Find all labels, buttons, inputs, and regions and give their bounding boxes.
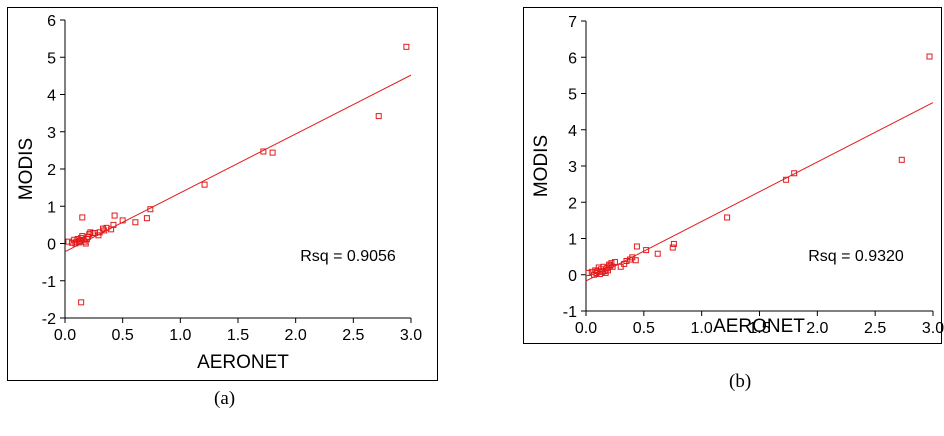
x-tick-label: 3.0 [400, 327, 422, 344]
data-point [269, 149, 276, 156]
data-point [670, 240, 677, 247]
y-axis-label: MODIS [531, 135, 552, 197]
data-point [82, 240, 89, 247]
y-tick-label: 5 [568, 87, 577, 104]
data-point [608, 260, 615, 267]
data-point [898, 156, 905, 163]
data-point [132, 219, 139, 226]
data-point [724, 214, 731, 221]
x-axis-label: AERONET [197, 352, 289, 373]
y-tick-label: 4 [568, 123, 577, 140]
y-tick-label: 1 [47, 199, 56, 216]
x-tick-label: 0.0 [54, 327, 76, 344]
data-point [78, 299, 85, 306]
y-tick-label: 2 [47, 162, 56, 179]
scatter-plot-b: 0.0 0.5 1.0 1.5 2.0 2.5 3.0 -1 0 1 2 3 4 5 6 7 AERONET MO… [531, 14, 944, 337]
scatter-plot-a: 0.0 0.5 1.0 1.5 2.0 2.5 3.0 -2 -1 0 1 2 3 4 5 6 AERONET M… [16, 13, 422, 373]
x-axis-label: AERONET [713, 316, 805, 337]
x-tick-label: 1.0 [691, 320, 713, 337]
x-tick-label: 2.0 [806, 320, 828, 337]
x-tick-label: 0.5 [633, 320, 655, 337]
caption-b: (b) [729, 371, 752, 392]
y-tick-label: 3 [47, 125, 56, 142]
data-point [260, 148, 267, 155]
rsq-annotation: Rsq = 0.9320 [808, 248, 904, 265]
y-tick-label: 4 [47, 88, 56, 105]
x-tick-label: 1.5 [227, 327, 249, 344]
data-point [643, 247, 650, 254]
data-point [147, 206, 154, 213]
data-point [791, 170, 798, 177]
x-tick-label: 3.0 [922, 320, 944, 337]
chart-panel-b: 0.0 0.5 1.0 1.5 2.0 2.5 3.0 -1 0 1 2 3 4 5 6 7 AERONET MO… [523, 7, 944, 344]
data-point [585, 269, 592, 276]
data-point [633, 243, 640, 250]
data-point [611, 259, 618, 266]
data-point [79, 214, 86, 221]
y-tick-label: 6 [568, 50, 577, 67]
y-tick-label: 3 [568, 159, 577, 176]
data-point [119, 217, 126, 224]
rsq-annotation: Rsq = 0.9056 [300, 248, 396, 265]
x-tick-label: 2.0 [285, 327, 307, 344]
y-axis-label: MODIS [16, 138, 37, 200]
y-tick-label: -1 [42, 274, 56, 291]
y-tick-label: 6 [47, 13, 56, 30]
data-point [403, 43, 410, 50]
chart-panel-a: 0.0 0.5 1.0 1.5 2.0 2.5 3.0 -2 -1 0 1 2 3 4 5 6 AERONET M… [7, 7, 438, 381]
x-tick-label: 1.5 [748, 320, 770, 337]
y-tick-label: 7 [568, 14, 577, 31]
fit-line [64, 74, 412, 253]
data-point [143, 215, 150, 222]
x-tick-label: 0.0 [575, 320, 597, 337]
data-point [654, 250, 661, 257]
y-tick-label: 2 [568, 195, 577, 212]
y-tick-label: -1 [563, 304, 577, 321]
y-tick-label: 1 [568, 232, 577, 249]
data-point [600, 263, 607, 270]
y-tick-label: -2 [42, 311, 56, 328]
x-tick-label: 2.5 [342, 327, 364, 344]
y-tick-label: 0 [47, 237, 56, 254]
data-point [86, 231, 93, 238]
data-point [65, 238, 72, 245]
data-point [623, 257, 630, 264]
x-tick-label: 0.5 [112, 327, 134, 344]
data-point [201, 181, 208, 188]
data-point [669, 244, 676, 251]
data-point [110, 221, 117, 228]
x-tick-label: 2.5 [864, 320, 886, 337]
data-point [375, 113, 382, 120]
x-tick-label: 1.0 [169, 327, 191, 344]
data-point [783, 176, 790, 183]
caption-a: (a) [214, 388, 236, 409]
y-tick-label: 0 [568, 268, 577, 285]
data-point [100, 225, 107, 232]
y-tick-label: 5 [47, 50, 56, 67]
data-point [111, 212, 118, 219]
data-point [926, 53, 933, 60]
data-point [632, 257, 639, 264]
